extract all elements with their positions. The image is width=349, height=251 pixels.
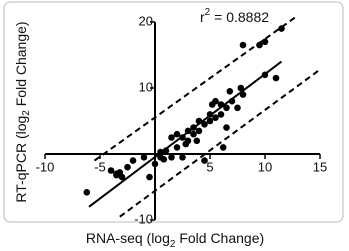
point [206,111,214,118]
point [168,154,175,161]
point [217,111,225,118]
point [208,101,216,108]
point [261,38,269,46]
point [239,91,247,98]
point [272,74,280,82]
point [129,157,137,164]
point [118,173,126,181]
fit-line [88,60,283,208]
frame [3,1,344,223]
point [206,117,214,125]
point [182,140,190,148]
point [113,171,120,179]
point [278,25,285,32]
point [261,71,269,79]
point [190,130,197,138]
point [140,154,148,161]
point [201,121,208,128]
y-axis-label: RT-qPCR (log2 Fold Change) [13,21,32,202]
point [237,84,245,92]
point [193,137,201,145]
x-label-part: RNA-seq (log [86,230,170,246]
x-label-sub: 2 [170,239,176,250]
point [157,148,164,156]
x-tick-label: -10 [36,159,55,174]
x-axis-label: RNA-seq (log2 Fold Change) [86,230,264,250]
y-tick-label: 10 [139,79,153,94]
point [146,173,153,181]
point [173,130,181,138]
point [179,154,186,161]
point [190,124,197,131]
y-label-part: RT-qPCR (log [13,116,29,203]
point [160,155,168,163]
point [219,144,227,151]
point [256,41,263,49]
y-tick-label: -10 [134,211,153,226]
point [195,117,203,125]
x-tick-label: -5 [94,159,106,174]
point [162,147,170,154]
point [168,134,175,141]
annotation-part: r [200,9,205,25]
bound-line [93,14,299,162]
point [217,101,225,108]
y-tick-label: 20 [139,13,153,28]
bound-line [119,68,321,218]
annotation-sup: 2 [205,7,211,18]
point [107,167,115,174]
x-tick-label: 5 [206,159,213,174]
point [184,127,192,135]
point [239,41,247,49]
x-tick-label: 10 [258,159,272,174]
point [234,104,241,112]
point [124,163,131,171]
point [223,124,230,131]
annotation: r2 = 0.8882 [200,7,269,25]
point [223,104,230,112]
point [195,127,203,135]
point [226,88,234,95]
point [83,188,91,196]
point [228,97,236,105]
point [173,144,181,151]
point [179,134,186,141]
y-label-sub: 2 [21,110,32,116]
annotation-part: = 0.8882 [210,9,269,25]
y-label-part: Fold Change) [13,21,29,110]
point [201,157,208,164]
x-tick-label: 15 [313,159,327,174]
x-label-part: Fold Change) [175,230,264,246]
point [151,160,159,168]
point [212,114,219,121]
